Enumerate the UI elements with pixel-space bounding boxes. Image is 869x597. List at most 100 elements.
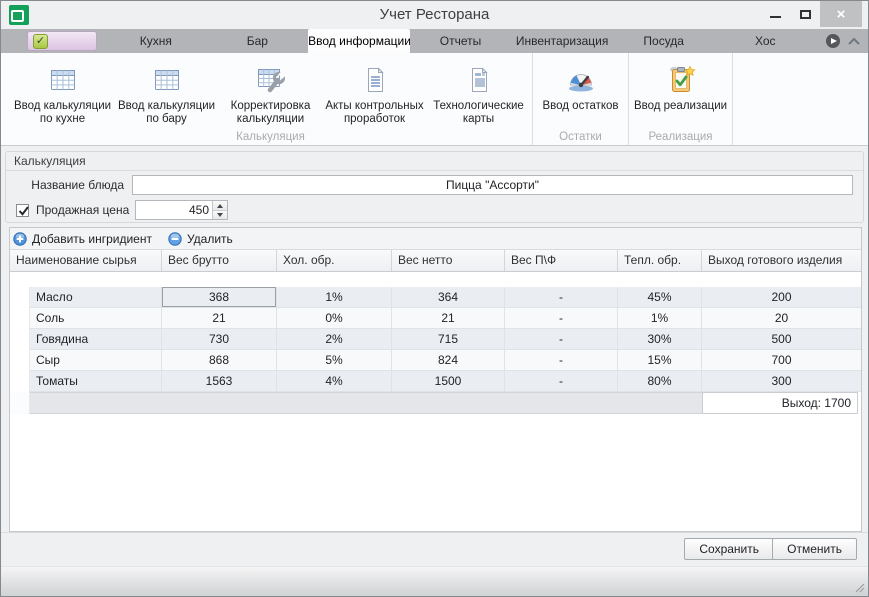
- grid-footer-row: Выход: 1700: [10, 392, 861, 414]
- calc-adjust-button[interactable]: Корректировка калькуляции: [219, 59, 323, 126]
- app-logo-icon: [9, 5, 29, 25]
- tech-cards-button[interactable]: Технологические карты: [427, 59, 531, 126]
- grid-cell[interactable]: 1563: [162, 371, 277, 392]
- ribbon-group-caption: Остатки: [559, 131, 602, 143]
- row-indicator: [10, 371, 30, 392]
- grid-cell[interactable]: 300: [702, 371, 861, 392]
- tab-2[interactable]: Ввод информации: [308, 29, 410, 53]
- grid-cell[interactable]: 15%: [618, 350, 702, 371]
- ribbon-button-label: Ввод реализации: [633, 100, 728, 112]
- grid-row[interactable]: Соль 21 0% 21-1% 20: [10, 308, 861, 329]
- grid-cell[interactable]: 0%: [277, 308, 392, 329]
- grid-cell[interactable]: 368: [162, 287, 277, 308]
- grid-cell[interactable]: 730: [162, 329, 277, 350]
- minimize-button[interactable]: [760, 1, 790, 27]
- grid-cell[interactable]: Масло: [30, 287, 162, 308]
- add-ingredient-button[interactable]: Добавить ингридиент: [13, 232, 152, 246]
- grid-cell[interactable]: -: [505, 371, 618, 392]
- spinner-down-button[interactable]: [213, 210, 227, 219]
- grid-cell[interactable]: Соль: [30, 308, 162, 329]
- grid-cell[interactable]: Сыр: [30, 350, 162, 371]
- tab-0[interactable]: Кухня: [139, 34, 172, 48]
- grid-cell[interactable]: 4%: [277, 371, 392, 392]
- action-bar: Сохранить Отменить: [1, 532, 868, 566]
- close-button[interactable]: ×: [820, 1, 862, 27]
- price-input[interactable]: [136, 201, 212, 219]
- grid-cell[interactable]: 824: [392, 350, 505, 371]
- resize-grip-icon[interactable]: [853, 581, 865, 593]
- add-ingredient-label: Добавить ингридиент: [32, 231, 152, 246]
- window-title: Учет Ресторана: [379, 6, 490, 23]
- calc-group-caption: Калькуляция: [6, 152, 863, 171]
- gauge-icon: [533, 61, 628, 96]
- ribbon-button-label: Технологические карты: [433, 100, 524, 125]
- ribbon-button-label: Акты контрольных проработок: [325, 100, 424, 125]
- grid-cell[interactable]: Говядина: [30, 329, 162, 350]
- control-acts-button[interactable]: Акты контрольных проработок: [323, 59, 427, 126]
- grid-cell[interactable]: 30%: [618, 329, 702, 350]
- input-balances-button[interactable]: Ввод остатков: [533, 59, 628, 113]
- column-header[interactable]: Наименование сырья: [10, 250, 162, 271]
- save-button[interactable]: Сохранить: [684, 538, 774, 560]
- calc-bar-button[interactable]: Ввод калькуляции по бару: [115, 59, 219, 126]
- grid-cell[interactable]: 80%: [618, 371, 702, 392]
- grid-cell[interactable]: 5%: [277, 350, 392, 371]
- column-header[interactable]: Тепл. обр.: [618, 250, 702, 271]
- grid-cell[interactable]: 1%: [277, 287, 392, 308]
- tab-scroll-right-button[interactable]: [826, 34, 840, 48]
- grid-row[interactable]: Сыр 868 5% 824-15% 700: [10, 350, 861, 371]
- delete-ingredient-label: Удалить: [186, 231, 233, 246]
- grid-cell[interactable]: 45%: [618, 287, 702, 308]
- grid-cell[interactable]: 1500: [392, 371, 505, 392]
- column-header[interactable]: Вес брутто: [162, 250, 277, 271]
- row-indicator: [10, 350, 30, 371]
- grid-cell[interactable]: 200: [702, 287, 861, 308]
- tab-5[interactable]: Посуда: [643, 34, 684, 48]
- tab-3[interactable]: Отчеты: [439, 34, 482, 48]
- column-header[interactable]: Вес нетто: [392, 250, 505, 271]
- grid-cell[interactable]: 1%: [618, 308, 702, 329]
- column-header[interactable]: Вес П\Ф: [505, 250, 618, 271]
- tab-4[interactable]: Инвентаризация: [515, 34, 609, 48]
- grid-cell[interactable]: Томаты: [30, 371, 162, 392]
- spinner-up-button[interactable]: [213, 201, 227, 210]
- app-menu-button[interactable]: ✓: [27, 31, 97, 51]
- ribbon-collapse-chevron-up-icon[interactable]: [847, 36, 861, 46]
- grid-cell[interactable]: 500: [702, 329, 861, 350]
- grid-cell[interactable]: 700: [702, 350, 861, 371]
- column-header[interactable]: Выход готового изделия: [708, 253, 843, 267]
- triangle-up-icon: [217, 203, 223, 208]
- grid-cell[interactable]: 21: [392, 308, 505, 329]
- grid-cell[interactable]: 715: [392, 329, 505, 350]
- grid-cell[interactable]: -: [505, 287, 618, 308]
- tab-6[interactable]: Хос: [754, 34, 776, 48]
- price-checkbox[interactable]: [16, 203, 29, 217]
- tab-1[interactable]: Бар: [246, 34, 268, 48]
- row-indicator: [10, 329, 30, 350]
- grid-row[interactable]: Говядина 730 2% 715-30% 500: [10, 329, 861, 350]
- column-header[interactable]: Хол. обр.: [277, 250, 392, 271]
- grid-new-row-area[interactable]: [10, 272, 861, 287]
- delete-ingredient-button[interactable]: Удалить: [168, 232, 233, 246]
- grid-cell[interactable]: -: [505, 350, 618, 371]
- grid-cell[interactable]: 868: [162, 350, 277, 371]
- row-indicator: [10, 308, 30, 329]
- grid-cell[interactable]: 364: [392, 287, 505, 308]
- price-label: Продажная цена: [36, 203, 130, 217]
- close-icon: ×: [836, 5, 846, 23]
- grid-cell[interactable]: 2%: [277, 329, 392, 350]
- maximize-button[interactable]: [790, 1, 820, 27]
- calc-kitchen-button[interactable]: Ввод калькуляции по кухне: [11, 59, 115, 126]
- ribbon-groups: Ввод калькуляции по кухне Ввод калькуляци…: [1, 53, 868, 146]
- ribbon-group-0: Ввод калькуляции по кухне Ввод калькуляци…: [9, 53, 533, 145]
- input-sales-button[interactable]: Ввод реализации: [629, 59, 732, 113]
- cancel-button[interactable]: Отменить: [772, 538, 857, 560]
- grid-row[interactable]: Томаты 1563 4% 1500-80% 300: [10, 371, 861, 392]
- plus-circle-icon: [13, 231, 27, 246]
- dish-name-input[interactable]: [132, 175, 853, 195]
- grid-cell[interactable]: 20: [702, 308, 861, 329]
- grid-cell[interactable]: -: [505, 308, 618, 329]
- grid-row[interactable]: Масло 368 1% 364-45% 200: [10, 287, 861, 308]
- grid-cell[interactable]: -: [505, 329, 618, 350]
- grid-cell[interactable]: 21: [162, 308, 277, 329]
